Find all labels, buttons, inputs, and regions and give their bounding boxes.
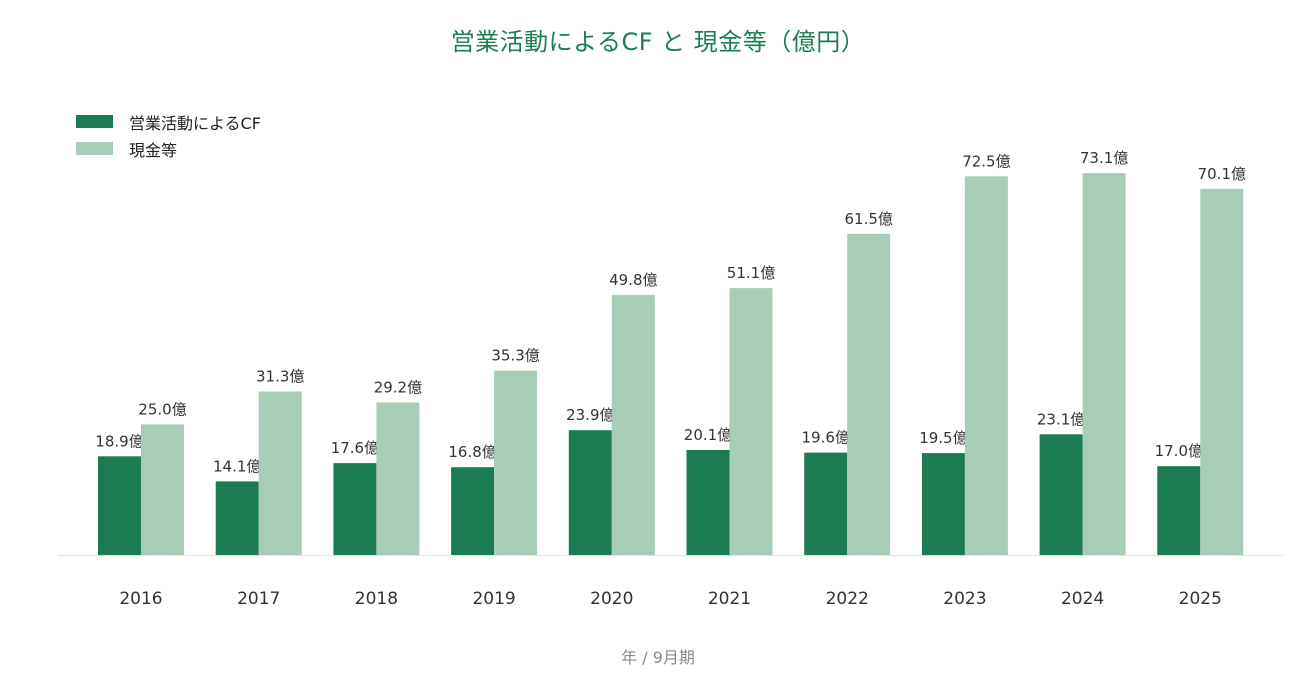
x-tick-label-2022: 2022: [826, 589, 869, 609]
bar-operating-cf-2023: [921, 453, 965, 555]
bar-operating-cf-2020: [568, 430, 612, 555]
chart-title: 営業活動によるCF と 現金等（億円）: [450, 28, 866, 56]
data-label-operating-cf-2023: 19.5億: [919, 429, 967, 447]
bar-operating-cf-2017: [215, 481, 259, 555]
bar-operating-cf-2024: [1039, 434, 1083, 555]
x-tick-label-2023: 2023: [943, 589, 986, 609]
x-tick-label-2017: 2017: [237, 589, 280, 609]
x-tick-label-2016: 2016: [119, 589, 162, 609]
x-tick-label-2025: 2025: [1179, 589, 1222, 609]
bar-operating-cf-2019: [451, 467, 495, 555]
bar-cash-2024: [1082, 173, 1126, 555]
x-tick-label-2021: 2021: [708, 589, 751, 609]
data-label-operating-cf-2025: 17.0億: [1155, 442, 1203, 460]
bar-cash-2020: [611, 294, 655, 555]
data-label-cash-2016: 25.0億: [138, 400, 186, 418]
bar-operating-cf-2021: [686, 450, 730, 555]
bar-cash-2023: [964, 176, 1008, 556]
data-label-operating-cf-2019: 16.8億: [448, 443, 496, 461]
data-label-operating-cf-2024: 23.1億: [1037, 410, 1085, 428]
x-tick-label-2018: 2018: [355, 589, 398, 609]
bar-operating-cf-2022: [804, 452, 848, 555]
bar-cash-2018: [376, 402, 420, 555]
data-label-cash-2022: 61.5億: [844, 210, 892, 228]
x-axis-title: 年 / 9月期: [621, 648, 695, 667]
bar-cash-2025: [1200, 188, 1244, 556]
data-label-operating-cf-2022: 19.6億: [801, 429, 849, 447]
data-label-operating-cf-2020: 23.9億: [566, 406, 614, 424]
data-label-operating-cf-2016: 18.9億: [95, 432, 143, 450]
legend: 営業活動によるCF 現金等: [76, 108, 261, 162]
x-tick-label-2020: 2020: [590, 589, 633, 609]
data-label-cash-2019: 35.3億: [491, 347, 539, 365]
bar-operating-cf-2025: [1157, 466, 1201, 555]
data-label-cash-2025: 70.1億: [1198, 165, 1246, 183]
bar-operating-cf-2016: [98, 456, 141, 555]
data-label-operating-cf-2017: 14.1億: [213, 457, 261, 475]
bar-cash-2021: [729, 288, 773, 555]
legend-label-cash: 現金等: [129, 140, 178, 160]
bar-cash-2019: [494, 370, 538, 555]
x-tick-label-2019: 2019: [472, 589, 515, 609]
data-label-cash-2024: 73.1億: [1080, 149, 1128, 167]
bar-cash-2017: [258, 391, 302, 555]
legend-item-cash: 現金等: [76, 135, 261, 162]
data-label-cash-2017: 31.3億: [256, 368, 304, 386]
bar-cash-2022: [847, 233, 891, 556]
data-label-cash-2021: 51.1億: [727, 264, 775, 282]
bar-cash-2016: [141, 424, 184, 555]
legend-item-operating-cf: 営業活動によるCF: [76, 108, 261, 135]
x-tick-label-2024: 2024: [1061, 589, 1104, 609]
data-label-cash-2018: 29.2億: [374, 379, 422, 397]
data-label-cash-2023: 72.5億: [962, 152, 1010, 170]
data-label-cash-2020: 49.8億: [609, 271, 657, 289]
bar-operating-cf-2018: [333, 463, 377, 555]
legend-swatch-cash: [76, 142, 113, 155]
legend-label-operating-cf: 営業活動によるCF: [129, 113, 261, 133]
legend-swatch-operating-cf: [76, 115, 113, 128]
data-label-operating-cf-2018: 17.6億: [331, 439, 379, 457]
data-label-operating-cf-2021: 20.1億: [684, 426, 732, 444]
